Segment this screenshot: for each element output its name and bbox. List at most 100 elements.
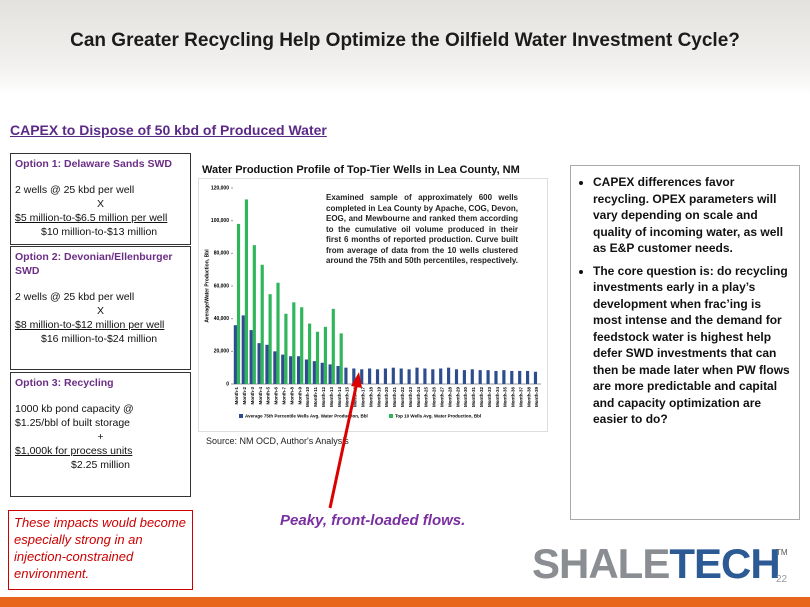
bar <box>533 371 538 384</box>
x-tick-label: Month-32 <box>479 387 484 407</box>
y-tick-label: 80,000 <box>214 251 230 257</box>
option-line: 1000 kb pond capacity @ <box>15 403 134 415</box>
bar <box>265 344 269 384</box>
bar <box>260 264 264 384</box>
option-box: Option 3: Recycling 1000 kb pond capacit… <box>10 372 191 497</box>
bar <box>236 223 241 384</box>
subtitle: CAPEX to Dispose of 50 kbd of Produced W… <box>10 122 327 138</box>
bullet: CAPEX differences favor recycling. OPEX … <box>593 174 791 257</box>
bar <box>284 313 288 384</box>
option-line: $8 million-to-$12 million per well <box>15 319 165 331</box>
bar <box>241 315 245 384</box>
x-tick-label: Month-20 <box>384 387 389 407</box>
legend-swatch <box>389 414 393 418</box>
chart-title: Water Production Profile of Top-Tier Wel… <box>202 164 520 176</box>
y-tick-label: 40,000 <box>214 316 230 322</box>
option-line: $2.25 million <box>71 459 130 471</box>
option-line: X <box>96 305 104 317</box>
x-tick-label: Month-16 <box>353 387 358 407</box>
page-number: 22 <box>776 574 788 585</box>
bar <box>331 308 335 384</box>
option-line: X <box>96 198 104 210</box>
callout: Peaky, front-loaded flows. <box>280 512 466 529</box>
bar <box>375 369 380 384</box>
bar <box>462 370 466 384</box>
option-title: Option 3: Recycling <box>15 377 114 389</box>
bar <box>292 302 296 384</box>
x-tick-label: Month-25 <box>424 387 429 407</box>
option-line: $10 million-to-$13 million <box>41 226 158 238</box>
y-tick-label: 120,000 <box>211 185 229 191</box>
bar <box>368 368 372 384</box>
bar <box>486 370 490 384</box>
x-tick-label: Month-17 <box>360 387 365 407</box>
x-tick-label: Month-27 <box>439 387 444 407</box>
bar <box>244 199 249 384</box>
x-tick-label: Month-4 <box>258 387 263 405</box>
option-line: $16 million-to-$24 million <box>41 333 158 345</box>
bar <box>525 370 530 384</box>
option-box: Option 1: Delaware Sands SWD 2 wells @ 2… <box>10 153 191 245</box>
x-tick-label: Month-23 <box>408 387 413 407</box>
bar <box>304 359 309 384</box>
bar <box>454 369 459 384</box>
bar <box>407 369 411 384</box>
bar <box>320 362 324 384</box>
x-tick-label: Month-26 <box>432 387 437 407</box>
bar <box>296 356 301 384</box>
bar <box>423 368 427 384</box>
bar <box>510 370 514 384</box>
bar <box>289 356 293 384</box>
bar <box>233 325 237 384</box>
x-tick-label: Month-11 <box>313 387 318 407</box>
x-tick-label: Month-9 <box>297 387 302 405</box>
x-tick-label: Month-28 <box>447 387 452 407</box>
bar <box>249 330 253 384</box>
x-tick-label: Month-10 <box>305 387 310 407</box>
x-tick-label: Month-1 <box>234 387 239 405</box>
logo-part: TECH <box>669 540 780 587</box>
x-tick-label: Month-5 <box>266 387 271 405</box>
x-tick-label: Month-29 <box>455 387 460 407</box>
option-box: Option 2: Devonian/Ellenburger SWD 2 wel… <box>10 246 191 370</box>
bar <box>315 331 320 384</box>
y-tick-label: 20,000 <box>214 349 230 355</box>
x-tick-label: Month-22 <box>400 387 405 407</box>
bar <box>276 282 280 384</box>
bar <box>300 307 304 384</box>
bar <box>431 369 435 384</box>
option-line: $1,000k for process units <box>15 445 133 457</box>
chart-note: Examined sample of approximately 600 wel… <box>326 193 518 265</box>
x-tick-label: Month-8 <box>289 387 294 405</box>
bar <box>399 368 403 384</box>
bar <box>312 361 316 384</box>
bar <box>352 368 356 384</box>
bar <box>308 323 312 384</box>
bullet: The core question is: do recycling inves… <box>593 263 791 428</box>
header-band <box>0 0 810 95</box>
legend-label: Average 75th Percentile Wells Avg. Water… <box>245 414 368 419</box>
x-tick-label: Month-21 <box>392 387 397 407</box>
option-line: $5 million-to-$6.5 million per well <box>15 212 168 224</box>
bar <box>494 370 498 384</box>
x-tick-label: Month-3 <box>250 387 255 405</box>
y-tick-label: 100,000 <box>211 218 229 224</box>
x-tick-label: Month-24 <box>416 387 421 407</box>
x-tick-label: Month-33 <box>487 387 492 407</box>
bar <box>470 369 474 384</box>
x-tick-label: Month-35 <box>503 387 508 407</box>
x-tick-label: Month-18 <box>368 387 373 407</box>
bar <box>344 367 348 384</box>
x-tick-label: Month-6 <box>274 387 279 405</box>
x-tick-label: Month-37 <box>518 387 523 407</box>
x-tick-label: Month-34 <box>495 387 500 407</box>
bar <box>447 367 451 384</box>
option-line: + <box>97 431 104 443</box>
bar <box>336 366 340 384</box>
x-tick-label: Month-19 <box>376 387 381 407</box>
impact-note: These impacts would become especially st… <box>8 510 193 590</box>
chart-source: Source: NM OCD, Author's Analysis <box>206 436 349 446</box>
bar <box>252 245 256 384</box>
option-title: Option 1: Delaware Sands SWD <box>15 158 172 170</box>
